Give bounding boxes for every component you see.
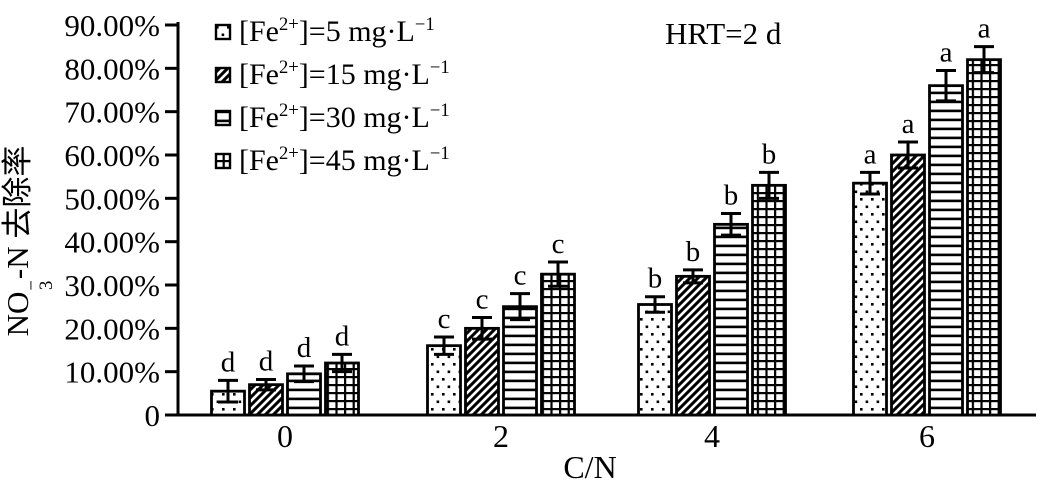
legend-label-fe30: [Fe2+]=30 mg·L−1 [239,99,450,134]
significance-letter: b [724,180,739,212]
x-tick-label: 0 [277,418,293,454]
bar-fe15-cn6 [890,153,926,417]
legend-label-fe45: [Fe2+]=45 mg·L−1 [239,142,450,177]
bar-fe45-cn2 [540,272,576,417]
bar-fe15-cn4 [675,274,711,417]
y-tick-label: 90.00% [64,8,160,43]
bar-fe30-cn6 [928,84,964,417]
significance-letter: a [902,108,915,140]
significance-letter: c [476,284,489,316]
x-axis-title: C/N [563,449,617,485]
significance-letter: d [259,345,274,377]
bar-fe5-cn6 [852,181,888,417]
significance-letter: b [686,236,701,268]
y-tick-label: 40.00% [64,225,160,260]
no3-subsup: −3 [20,280,58,291]
legend-item-fe45: [Fe2+]=45 mg·L−1 [214,139,450,182]
legend: [Fe2+]=5 mg·L−1 [Fe2+]=15 mg·L−1 [Fe2+]=… [214,10,450,182]
significance-letter: b [648,263,663,295]
y-tick-label: 30.00% [64,268,160,303]
y-tick-label: 80.00% [64,51,160,86]
y-tick-label: 60.00% [64,138,160,173]
x-tick-label: 4 [704,418,720,454]
y-axis-title: NO −3 -N 去除率 [0,89,57,393]
hrt-annotation: HRT=2 d [665,16,782,51]
significance-letter: a [864,138,877,170]
legend-item-fe15: [Fe2+]=15 mg·L−1 [214,53,450,96]
bar-fe30-cn2 [502,305,538,417]
bar-fe15-cn2 [464,326,500,417]
significance-letter: a [978,13,991,45]
significance-letter: d [297,332,312,364]
y-tick-label: 10.00% [64,355,160,390]
significance-letter: c [514,260,527,292]
legend-swatch-dots-icon [214,23,232,40]
legend-swatch-diagonal-icon [214,66,232,83]
y-tick-label: 20.00% [64,311,160,346]
y-tick-label: 50.00% [64,181,160,216]
legend-label-fe5: [Fe2+]=5 mg·L−1 [239,13,435,48]
significance-letter: d [221,346,236,378]
legend-item-fe30: [Fe2+]=30 mg·L−1 [214,96,450,139]
bar-fe5-cn2 [426,344,462,417]
legend-swatch-grid-icon [214,152,232,169]
legend-swatch-hlines-icon [214,109,232,126]
x-tick-label: 2 [493,418,509,454]
y-tick-label: 70.00% [64,95,160,130]
bar-fe30-cn4 [713,222,749,417]
x-tick-label: 6 [919,418,935,454]
bar-fe45-cn4 [751,183,787,417]
legend-item-fe5: [Fe2+]=5 mg·L−1 [214,10,450,53]
y-axis-title-text: NO −3 -N 去除率 [0,145,58,337]
bar-fe45-cn6 [966,58,1002,417]
significance-letter: b [762,138,777,170]
significance-letter: a [940,37,953,69]
bar-fe5-cn4 [637,303,673,417]
y-tick-label: 0 [145,398,161,433]
significance-letter: d [335,320,350,352]
legend-label-fe15: [Fe2+]=15 mg·L−1 [239,56,450,91]
significance-letter: c [438,303,451,335]
significance-letter: c [552,228,565,260]
